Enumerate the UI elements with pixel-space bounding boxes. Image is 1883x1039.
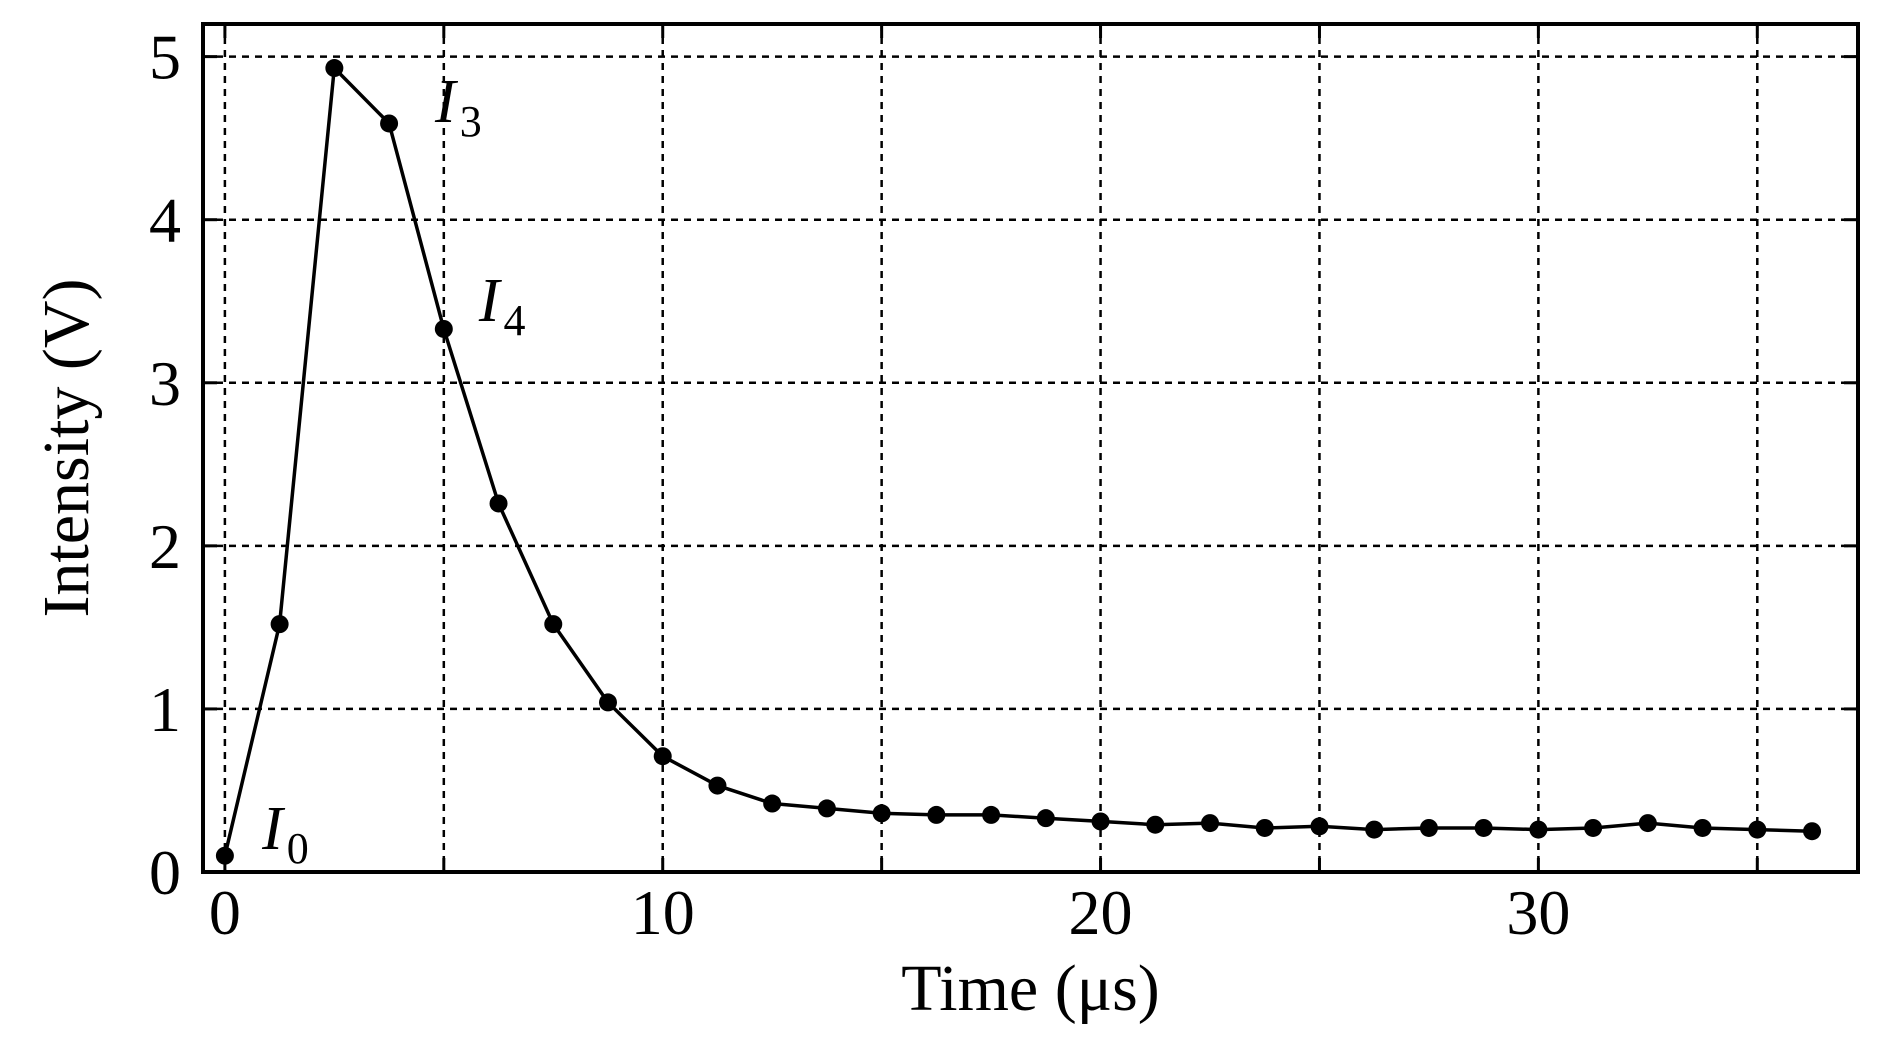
- data-points: [215, 59, 1822, 865]
- data-point-28: [1748, 820, 1767, 839]
- data-point-9: [708, 776, 727, 795]
- x-axis-label: Time (μs): [901, 952, 1160, 1025]
- y-axis-label: Intensity (V): [30, 278, 103, 617]
- data-point-23: [1474, 818, 1493, 837]
- data-point-0: [215, 846, 234, 865]
- y-tick-label-1: 1: [149, 674, 181, 745]
- data-point-1: [270, 615, 289, 634]
- grid: [203, 24, 1858, 872]
- annotations: I0 I3 I4: [261, 68, 525, 873]
- y-tick-label-0: 0: [149, 837, 181, 908]
- tick-labels: 0 10 20 30 0 1 2 3 4 5: [149, 22, 1570, 948]
- x-tick-label-3: 30: [1506, 877, 1570, 948]
- y-tick-label-4: 4: [149, 185, 181, 256]
- annotation-0: I0: [261, 795, 309, 873]
- data-point-27: [1693, 818, 1712, 837]
- data-point-3: [380, 114, 399, 133]
- data-point-5: [489, 494, 508, 513]
- series-line: [223, 66, 1813, 857]
- annotation-1: I3: [434, 68, 482, 146]
- data-point-20: [1310, 817, 1329, 836]
- data-point-22: [1419, 818, 1438, 837]
- axis-ticks: [203, 24, 1858, 874]
- annotation-2: I4: [478, 267, 526, 345]
- data-point-29: [1803, 822, 1822, 841]
- plot-frame: [201, 22, 1860, 874]
- x-tick-label-2: 20: [1069, 877, 1133, 948]
- data-point-18: [1201, 814, 1220, 833]
- data-point-4: [434, 319, 453, 338]
- data-point-6: [544, 615, 563, 634]
- data-point-12: [872, 804, 891, 823]
- data-point-10: [763, 794, 782, 813]
- data-point-14: [982, 805, 1001, 824]
- y-tick-label-3: 3: [149, 348, 181, 419]
- data-point-26: [1638, 814, 1657, 833]
- x-tick-label-0: 0: [209, 877, 241, 948]
- data-point-7: [598, 693, 617, 712]
- data-point-15: [1036, 809, 1055, 828]
- data-point-25: [1584, 818, 1603, 837]
- data-point-21: [1365, 820, 1384, 839]
- data-point-11: [817, 799, 836, 818]
- data-point-2: [325, 59, 344, 78]
- data-point-13: [927, 805, 946, 824]
- x-tick-label-1: 10: [631, 877, 695, 948]
- data-point-16: [1091, 812, 1110, 831]
- y-tick-label-2: 2: [149, 511, 181, 582]
- data-point-19: [1255, 818, 1274, 837]
- data-point-24: [1529, 820, 1548, 839]
- data-point-17: [1146, 815, 1165, 834]
- data-point-8: [653, 747, 672, 766]
- y-tick-label-5: 5: [149, 22, 181, 93]
